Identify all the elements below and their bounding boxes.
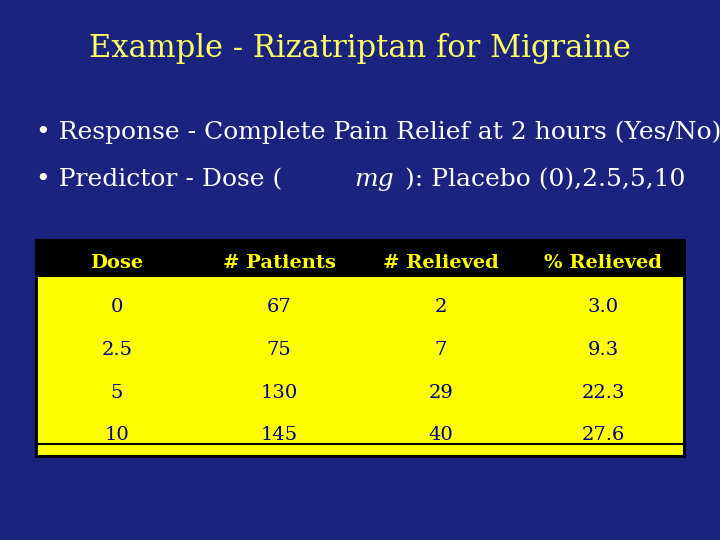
Bar (36, 444, 684, 456)
Text: 40: 40 (428, 426, 454, 444)
Text: 3.0: 3.0 (588, 299, 618, 316)
Text: % Relieved: % Relieved (544, 254, 662, 272)
Text: • Predictor - Dose (: • Predictor - Dose ( (36, 168, 282, 191)
Text: Example - Rizatriptan for Migraine: Example - Rizatriptan for Migraine (89, 33, 631, 64)
Text: 5: 5 (111, 383, 123, 402)
Text: 27.6: 27.6 (581, 426, 625, 444)
Text: 29: 29 (428, 383, 454, 402)
Text: 7: 7 (435, 341, 447, 359)
Bar (36, 240, 684, 456)
Text: # Patients: # Patients (222, 254, 336, 272)
Text: 22.3: 22.3 (581, 383, 625, 402)
Text: 10: 10 (104, 426, 130, 444)
Text: 145: 145 (261, 426, 297, 444)
Text: 67: 67 (266, 299, 292, 316)
Text: 0: 0 (111, 299, 123, 316)
Text: mg: mg (354, 168, 394, 191)
Text: 2: 2 (435, 299, 447, 316)
Text: # Relieved: # Relieved (383, 254, 499, 272)
Bar (36, 240, 684, 286)
Text: ): Placebo (0),2.5,5,10: ): Placebo (0),2.5,5,10 (405, 168, 685, 191)
Text: • Response - Complete Pain Relief at 2 hours (Yes/No): • Response - Complete Pain Relief at 2 h… (36, 120, 720, 144)
Text: 9.3: 9.3 (588, 341, 618, 359)
Bar (36, 276, 684, 447)
Text: 75: 75 (266, 341, 292, 359)
Text: 2.5: 2.5 (102, 341, 132, 359)
Text: 130: 130 (261, 383, 297, 402)
Text: Dose: Dose (91, 254, 143, 272)
